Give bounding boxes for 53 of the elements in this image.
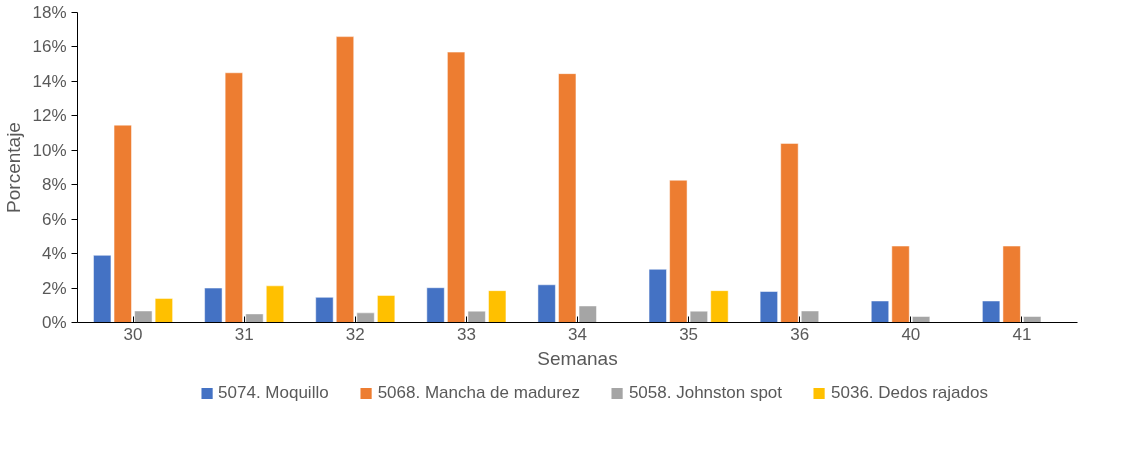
- bar: [759, 291, 778, 323]
- y-tick-label: 4%: [41, 244, 67, 264]
- y-tick-label: 12%: [32, 106, 67, 126]
- bar: [224, 72, 243, 323]
- x-tick-label: 33: [456, 324, 476, 344]
- bar: [356, 312, 375, 323]
- bar: [467, 310, 486, 323]
- y-tick-label: 16%: [32, 37, 67, 57]
- legend-label: 5036. Dedos rajados: [831, 383, 988, 403]
- bar: [871, 300, 889, 323]
- y-tick-label: 8%: [41, 175, 67, 195]
- y-axis-title: Porcentaje: [3, 122, 25, 213]
- bar: [134, 310, 153, 323]
- bar: [891, 245, 910, 323]
- bar: [1002, 245, 1021, 323]
- bar: [336, 36, 354, 323]
- bar: [426, 287, 445, 323]
- bar: [377, 295, 396, 323]
- bar: [669, 179, 688, 323]
- bar: [488, 290, 507, 323]
- x-tick-label: 40: [901, 324, 921, 344]
- legend-label: 5058. Johnston spot: [628, 383, 783, 403]
- bar: [245, 313, 264, 323]
- x-tick-label: 41: [1012, 324, 1032, 344]
- x-axis-title: Semanas: [537, 347, 618, 369]
- y-tick-label: 6%: [41, 209, 67, 229]
- y-tick-label: 14%: [32, 71, 67, 91]
- bar: [154, 298, 173, 323]
- x-tick-label: 35: [679, 324, 699, 344]
- bar: [1023, 316, 1042, 323]
- x-tick-label: 34: [568, 324, 587, 344]
- bar: [982, 300, 1001, 323]
- bar: [537, 284, 556, 323]
- bar: [204, 287, 223, 323]
- x-tick-label: 30: [123, 324, 143, 344]
- bar: [648, 269, 667, 323]
- bar: [266, 285, 284, 323]
- y-tick-label: 0%: [41, 313, 67, 332]
- bar: [447, 51, 466, 323]
- bar: [710, 290, 729, 323]
- x-tick-label: 32: [345, 324, 365, 344]
- bar: [801, 310, 819, 323]
- bar: [780, 143, 799, 323]
- bar: [315, 297, 334, 323]
- x-tick-label: 31: [234, 324, 254, 344]
- y-tick-label: 10%: [32, 140, 67, 160]
- legend-label: 5068. Mancha de madurez: [377, 383, 580, 403]
- bar: [689, 310, 708, 323]
- y-tick-label: 2%: [41, 278, 67, 298]
- bar: [912, 316, 931, 323]
- x-tick-label: 36: [790, 324, 810, 344]
- legend-label: 5074. Moquillo: [218, 383, 329, 403]
- y-tick-label: 18%: [32, 3, 67, 22]
